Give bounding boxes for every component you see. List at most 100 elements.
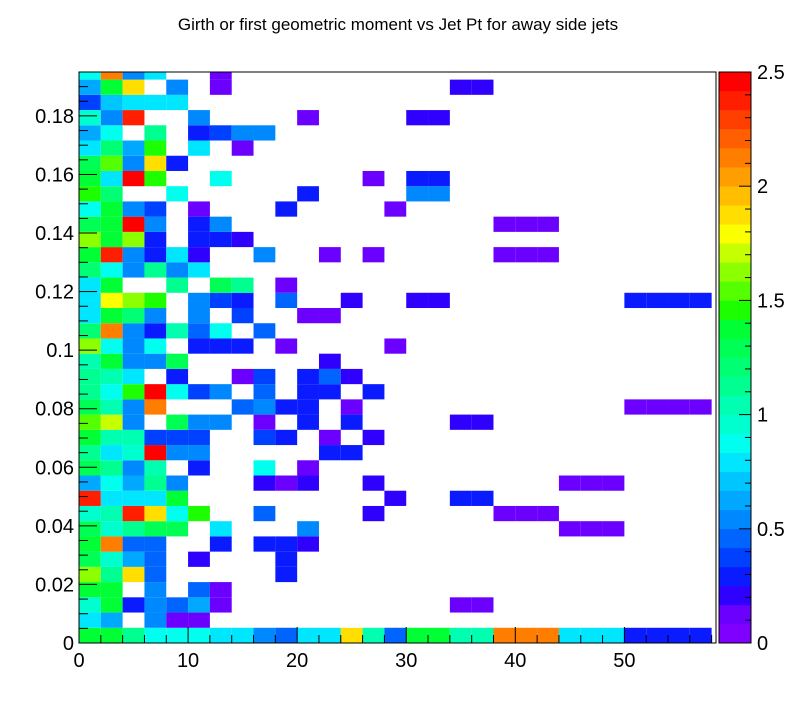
heatmap-cell <box>406 110 429 126</box>
heatmap-cell <box>362 247 385 263</box>
y-tick-label: 0.02 <box>35 574 74 596</box>
heatmap-cell <box>79 505 101 522</box>
plot-frame <box>78 71 717 644</box>
heatmap-cell <box>253 627 276 643</box>
heatmap-cell <box>79 277 101 293</box>
heatmap-cell <box>144 72 167 80</box>
heatmap-cell <box>253 460 276 476</box>
heatmap-cell <box>297 521 319 537</box>
heatmap-cell <box>188 262 210 278</box>
heatmap-cell <box>209 170 232 187</box>
heatmap-cell <box>122 338 145 354</box>
heatmap-cell <box>79 201 101 217</box>
palette-swatch <box>719 110 751 130</box>
palette-swatch <box>719 224 751 244</box>
heatmap-cell <box>493 505 516 522</box>
heatmap-cell <box>79 597 101 613</box>
heatmap-cell <box>297 414 319 430</box>
heatmap-cell <box>122 201 145 217</box>
x-tick-label: 50 <box>613 650 635 672</box>
heatmap-cell <box>253 125 276 141</box>
heatmap-cell <box>318 627 341 643</box>
heatmap-cell <box>122 262 145 278</box>
y-tick-label: 0.1 <box>46 340 74 362</box>
heatmap-cell <box>144 566 167 583</box>
palette-swatch <box>719 528 751 549</box>
heatmap-cell <box>166 414 189 430</box>
heatmap-cell <box>558 627 581 643</box>
heatmap-cell <box>231 308 254 324</box>
heatmap-cell <box>188 414 210 430</box>
heatmap-cell <box>209 414 232 430</box>
heatmap-cell <box>100 262 123 278</box>
heatmap-cell <box>362 429 385 446</box>
heatmap-cell <box>100 323 123 339</box>
heatmap-cell <box>275 338 298 354</box>
heatmap-cell <box>231 399 254 415</box>
heatmap-cell <box>340 399 363 415</box>
heatmap-cell <box>122 323 145 339</box>
heatmap-cell <box>253 384 276 400</box>
x-tick-label: 20 <box>286 650 308 672</box>
heatmap-cell <box>340 627 363 643</box>
heatmap-cell <box>428 186 450 202</box>
heatmap-cell <box>646 292 669 309</box>
heatmap-cell <box>449 597 472 613</box>
heatmap-cell <box>231 627 254 643</box>
palette-swatch <box>719 604 751 625</box>
heatmap-cell <box>166 445 189 461</box>
palette-swatch <box>719 547 751 568</box>
heatmap-cell <box>689 292 712 309</box>
heatmap-cell <box>188 384 210 400</box>
x-tick-label: 10 <box>177 650 199 672</box>
heatmap-cell <box>144 216 167 232</box>
heatmap-cell <box>231 292 254 309</box>
heatmap-cell <box>188 445 210 461</box>
heatmap-cell <box>122 140 145 156</box>
heatmap-cell <box>646 627 669 643</box>
heatmap-cell <box>122 399 145 415</box>
heatmap-cell <box>537 216 559 232</box>
heatmap-cell <box>689 399 712 415</box>
heatmap-cell <box>209 597 232 613</box>
heatmap-cell <box>144 582 167 598</box>
heatmap-cell <box>144 140 167 156</box>
heatmap-cell <box>209 292 232 309</box>
heatmap-cell <box>209 338 232 354</box>
heatmap-cell <box>79 216 101 232</box>
heatmap-cell <box>122 292 145 309</box>
palette-swatch <box>719 262 751 282</box>
heatmap-cell <box>166 186 189 202</box>
heatmap-cell <box>144 536 167 552</box>
heatmap-cell <box>449 490 472 506</box>
heatmap-cell <box>297 536 319 552</box>
heatmap-cell <box>166 368 189 385</box>
heatmap-cell <box>100 536 123 552</box>
heatmap-cell <box>79 155 101 171</box>
heatmap-cell <box>100 612 123 628</box>
heatmap-cell <box>231 140 254 156</box>
heatmap-cell <box>188 460 210 476</box>
heatmap-cell <box>340 368 363 385</box>
heatmap-cell <box>624 399 647 415</box>
palette-swatch <box>719 509 751 530</box>
heatmap-cell <box>100 186 123 202</box>
heatmap-cell <box>79 79 101 95</box>
y-axis: 0 0.02 0.04 0.06 0.08 0.1 0.12 0.14 0.16 0.18 <box>35 71 97 655</box>
heatmap-cell <box>100 308 123 324</box>
heatmap-cell <box>275 201 298 217</box>
heatmap-cell <box>209 521 232 537</box>
heatmap-cell <box>144 384 167 400</box>
heatmap-cell <box>166 155 189 171</box>
z-tick-label: 1.5 <box>757 290 785 312</box>
heatmap-cell <box>668 627 690 643</box>
y-tick-label: 0.12 <box>35 282 74 304</box>
heatmap-cell <box>79 551 101 567</box>
heatmap-cell <box>340 445 363 461</box>
heatmap-cell <box>100 125 123 141</box>
heatmap-cell <box>100 368 123 385</box>
palette-swatch <box>719 376 751 396</box>
heatmap-cell <box>122 505 145 522</box>
palette-swatch <box>719 243 751 263</box>
heatmap-cell <box>122 490 145 506</box>
